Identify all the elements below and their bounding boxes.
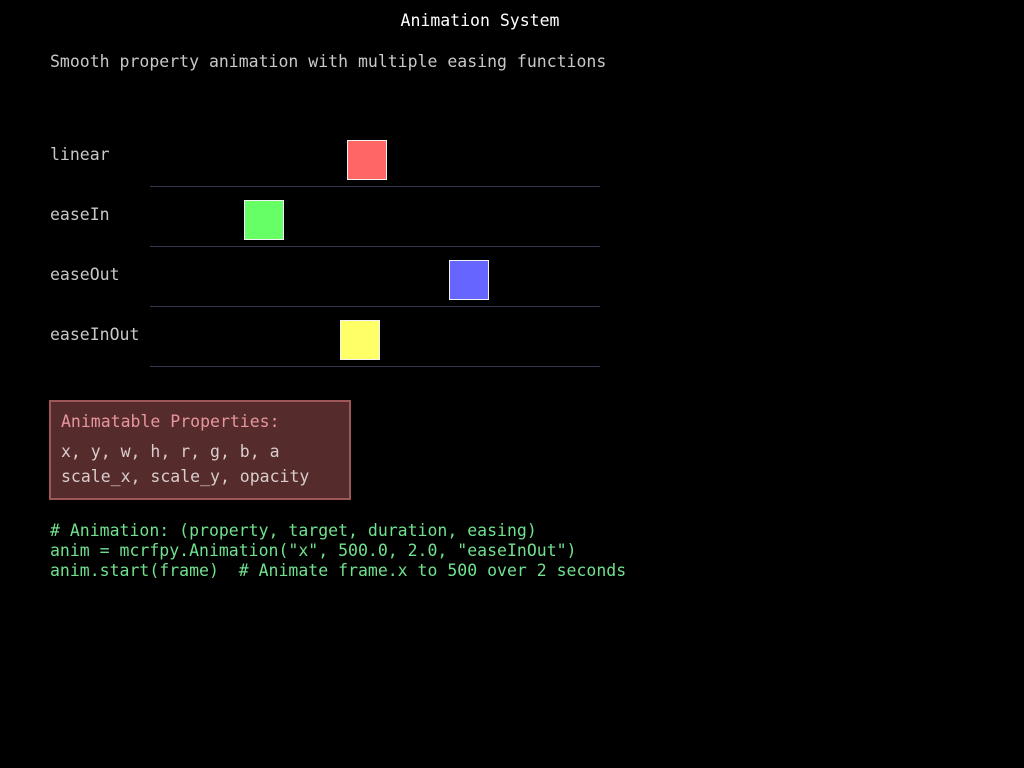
easing-square-easeout <box>449 260 489 300</box>
code-snippet: # Animation: (property, target, duration… <box>50 521 626 581</box>
track-easeinout: easeInOut <box>0 320 660 368</box>
track-baseline <box>150 306 600 307</box>
track-easeout: easeOut <box>0 260 660 308</box>
animatable-properties-panel: Animatable Properties: x, y, w, h, r, g,… <box>49 400 351 500</box>
track-label-easein: easeIn <box>50 205 110 224</box>
properties-list-line-1: x, y, w, h, r, g, b, a <box>61 442 280 461</box>
track-baseline <box>150 186 600 187</box>
track-linear: linear <box>0 140 660 188</box>
page-title: Animation System <box>400 11 560 30</box>
easing-square-easein <box>244 200 284 240</box>
code-line-1: # Animation: (property, target, duration… <box>50 521 537 540</box>
properties-list-line-2: scale_x, scale_y, opacity <box>61 467 310 486</box>
track-easein: easeIn <box>0 200 660 248</box>
properties-panel-title: Animatable Properties: <box>61 412 280 431</box>
track-label-easeout: easeOut <box>50 265 120 284</box>
track-label-easeinout: easeInOut <box>50 325 140 344</box>
code-line-3: anim.start(frame) # Animate frame.x to 5… <box>50 561 627 580</box>
easing-square-easeinout <box>340 320 380 360</box>
track-baseline <box>150 246 600 247</box>
code-line-2: anim = mcrfpy.Animation("x", 500.0, 2.0,… <box>50 541 577 560</box>
track-baseline <box>150 366 600 367</box>
easing-square-linear <box>347 140 387 180</box>
track-label-linear: linear <box>50 145 110 164</box>
page-subtitle: Smooth property animation with multiple … <box>50 52 607 71</box>
